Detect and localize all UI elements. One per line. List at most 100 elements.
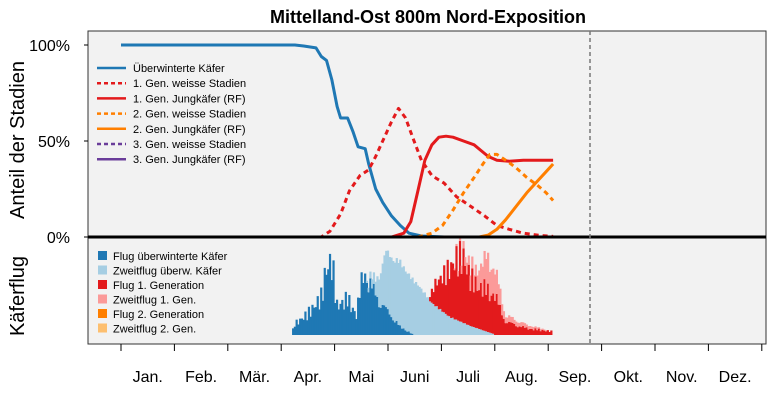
flight-bar: [476, 328, 479, 335]
flight-bar: [355, 319, 358, 335]
legend-bar-swatch: [98, 309, 107, 318]
legend-bar-label: Zweitflug 1. Gen.: [113, 295, 196, 307]
flight-bar: [492, 293, 495, 334]
flight-bar: [386, 309, 390, 335]
flight-bar: [436, 285, 439, 307]
flight-bar: [495, 293, 499, 335]
flight-bar: [369, 278, 372, 335]
flight-bar: [494, 274, 497, 301]
flight-bar: [320, 287, 323, 335]
flight-bar: [487, 332, 490, 335]
flight-bar: [437, 309, 441, 335]
flight-bar: [407, 273, 411, 332]
flight-bar: [464, 265, 467, 324]
flight-bar: [458, 236, 462, 242]
flight-bar: [444, 285, 448, 314]
flight-bar: [321, 300, 325, 335]
flight-bar: [479, 283, 483, 330]
flight-bar: [434, 278, 437, 307]
flight-bar: [395, 258, 398, 321]
flight-bar: [511, 322, 514, 335]
flight-bar: [413, 283, 416, 335]
flight-bar: [458, 241, 462, 322]
flight-bar: [409, 279, 412, 334]
x-tick-label: Juli: [456, 369, 480, 386]
flight-bar: [460, 265, 463, 274]
y-axis: 100% 50% 0%: [29, 38, 88, 247]
flight-bar: [455, 246, 458, 320]
flight-bar: [304, 311, 307, 335]
flight-bar: [399, 259, 402, 326]
flight-bar: [451, 317, 455, 335]
flight-bar: [469, 326, 472, 335]
flight-bar: [471, 326, 474, 335]
flight-bar: [494, 300, 497, 335]
flight-bar: [539, 331, 542, 335]
flight-bar: [397, 262, 400, 325]
flight-bar: [386, 250, 390, 310]
flight-bar: [383, 255, 386, 306]
flight-bar: [499, 304, 502, 335]
legend-bars: Flug überwinterte Käfer Zweitflug überw. …: [98, 251, 228, 336]
flight-bar: [537, 328, 541, 335]
flight-bar: [443, 265, 446, 313]
flight-bar: [488, 271, 491, 302]
legend-lines: Überwinterte Käfer 1. Gen. weisse Stadien…: [97, 63, 246, 166]
flight-bar: [395, 320, 398, 335]
flight-bar: [404, 271, 407, 331]
flight-bar: [365, 280, 369, 283]
flight-bar: [404, 330, 407, 335]
flight-bar: [443, 312, 446, 335]
flight-bar: [393, 262, 397, 323]
flight-bar: [334, 303, 337, 335]
flight-bar: [516, 322, 520, 328]
flight-bar: [527, 329, 530, 335]
flight-bar: [372, 283, 376, 335]
plot-panel: [87, 30, 767, 345]
flight-bar: [450, 318, 453, 335]
flight-bar: [420, 288, 423, 335]
flight-bar: [518, 322, 521, 327]
flight-bar: [448, 278, 451, 317]
flight-bar: [364, 273, 367, 335]
flight-bar: [525, 324, 528, 328]
flight-bar: [376, 296, 379, 335]
x-tick-label: Juni: [400, 369, 429, 386]
flight-bar: [481, 296, 484, 331]
flight-bar: [476, 275, 479, 291]
flight-bar: [453, 268, 456, 271]
flight-bar: [506, 323, 509, 335]
flight-bar: [467, 255, 470, 265]
flight-bar: [348, 295, 351, 335]
flight-bar: [481, 330, 484, 335]
ytick-label: 0%: [47, 230, 70, 247]
flight-bar: [485, 294, 488, 332]
flight-bar: [400, 328, 404, 335]
flight-bar: [465, 274, 469, 325]
flight-bar: [378, 279, 381, 308]
legend-bar-swatch: [98, 265, 107, 275]
flight-bar: [462, 248, 465, 324]
flight-bar: [464, 323, 467, 335]
flight-bar: [350, 312, 353, 335]
flight-bar: [390, 317, 393, 335]
flight-bar: [406, 273, 409, 332]
flight-bar: [523, 323, 527, 328]
legend-bar-swatch: [98, 294, 107, 304]
flight-bar: [536, 330, 539, 335]
flight-bar: [295, 319, 298, 335]
flight-bar: [299, 318, 302, 335]
flight-bar: [411, 333, 414, 335]
flight-bar: [474, 327, 477, 335]
flight-bar: [453, 319, 456, 335]
flight-bar: [529, 325, 532, 329]
flight-bar: [314, 307, 318, 335]
flight-bar: [392, 320, 395, 335]
flight-bar: [367, 287, 370, 293]
legend-line-label: 3. Gen. weisse Stadien: [133, 139, 246, 151]
flight-bar: [430, 288, 434, 303]
flight-bar: [448, 316, 451, 335]
flight-bar: [529, 328, 532, 335]
flight-bar: [407, 331, 411, 335]
